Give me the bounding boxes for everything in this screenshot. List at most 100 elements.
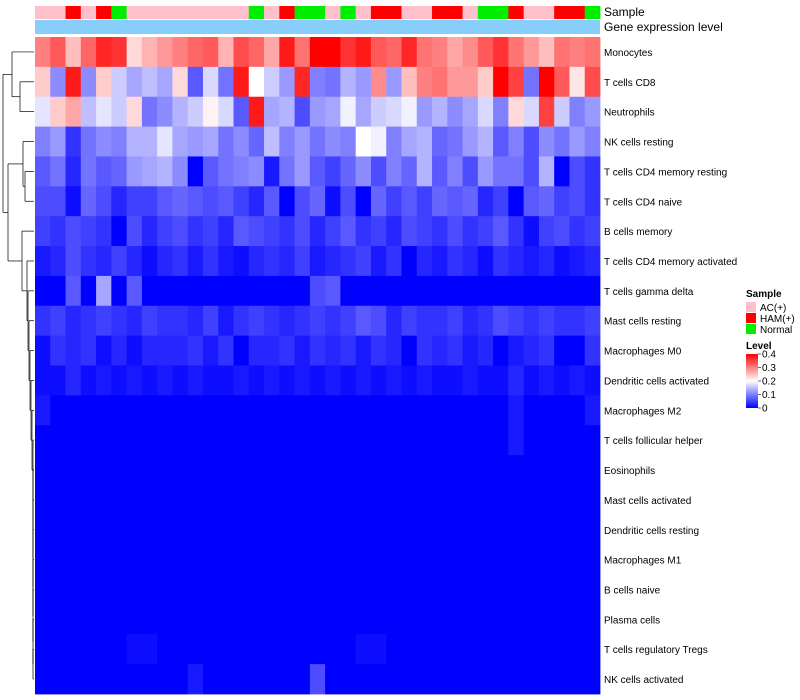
heatmap-cell xyxy=(233,275,250,307)
heatmap-cell xyxy=(432,664,448,695)
heatmap-cell xyxy=(386,664,402,695)
heatmap-cell xyxy=(96,37,112,68)
heatmap-cell xyxy=(172,514,189,546)
heatmap-cell xyxy=(279,455,295,486)
heatmap-cell xyxy=(172,216,189,247)
heatmap-cell xyxy=(141,216,158,247)
heatmap-cell xyxy=(233,634,250,665)
heatmap-cell xyxy=(96,455,112,486)
heatmap-cell xyxy=(172,275,189,307)
sample-annotation-cell xyxy=(416,6,433,19)
heatmap-cell xyxy=(447,66,463,98)
heatmap-cell xyxy=(584,335,601,366)
heatmap-cell xyxy=(126,37,143,68)
heatmap-cell xyxy=(493,126,509,157)
heatmap-cell xyxy=(370,455,387,486)
heatmap-cell xyxy=(325,514,341,546)
heatmap-cell xyxy=(416,425,433,456)
heatmap-cell xyxy=(401,246,418,277)
heatmap-cell xyxy=(233,574,250,605)
heatmap-cell xyxy=(554,96,570,127)
heatmap-cell xyxy=(355,484,372,516)
heatmap-cell xyxy=(50,156,66,187)
heatmap-cell xyxy=(50,305,66,337)
heatmap-cell xyxy=(126,96,143,127)
heatmap-cell xyxy=(50,544,66,575)
heatmap-cell xyxy=(447,544,463,575)
heatmap-cell xyxy=(50,246,66,277)
heatmap-cell xyxy=(538,156,555,187)
heatmap-cell xyxy=(157,246,173,277)
heatmap-cell xyxy=(462,604,479,635)
heatmap-cell xyxy=(569,216,586,247)
heatmap-cell xyxy=(508,186,525,217)
heatmap-cell xyxy=(111,634,128,665)
heatmap-cell xyxy=(462,484,479,516)
heatmap-cell xyxy=(309,664,326,695)
heatmap-cell xyxy=(386,455,402,486)
row-label: Dendritic cells activated xyxy=(604,376,709,387)
row-label: Mast cells resting xyxy=(604,317,681,328)
heatmap-cell xyxy=(218,246,234,277)
heatmap-cell xyxy=(264,664,280,695)
heatmap-cell xyxy=(416,156,433,187)
heatmap-cell xyxy=(294,604,311,635)
heatmap-cell xyxy=(157,365,173,396)
heatmap-cell xyxy=(248,544,265,575)
heatmap-cell xyxy=(141,335,158,366)
heatmap-cell xyxy=(584,395,601,426)
heatmap-cell xyxy=(264,216,280,247)
heatmap-cell xyxy=(355,634,372,665)
sample-annotation-cell xyxy=(340,6,357,19)
heatmap-cell xyxy=(584,96,601,127)
heatmap-cell xyxy=(111,514,128,546)
heatmap-cell xyxy=(462,455,479,486)
heatmap-cell xyxy=(386,604,402,635)
sample-annotation-cell xyxy=(355,6,372,19)
heatmap-cell xyxy=(218,395,234,426)
heatmap-cell xyxy=(554,514,570,546)
heatmap-cell xyxy=(355,156,372,187)
heatmap-cell xyxy=(264,634,280,665)
heatmap-cell xyxy=(355,275,372,307)
heatmap-cell xyxy=(309,275,326,307)
heatmap-cell xyxy=(65,216,82,247)
heatmap-cell xyxy=(233,514,250,546)
heatmap-cell xyxy=(111,455,128,486)
heatmap-cell xyxy=(584,156,601,187)
heatmap-cell xyxy=(187,425,204,456)
heatmap-cell xyxy=(508,246,525,277)
heatmap-cell xyxy=(248,574,265,605)
heatmap-cell xyxy=(35,275,51,307)
heatmap-cell xyxy=(447,37,463,68)
heatmap-cell xyxy=(279,365,295,396)
heatmap-cell xyxy=(370,484,387,516)
heatmap-cell xyxy=(279,604,295,635)
heatmap-cell xyxy=(386,37,402,68)
heatmap-cell xyxy=(309,484,326,516)
heatmap-cell xyxy=(401,126,418,157)
heatmap-cell xyxy=(584,186,601,217)
heatmap-cell xyxy=(523,96,540,127)
heatmap-cell xyxy=(111,156,128,187)
heatmap-cell xyxy=(187,37,204,68)
heatmap-cell xyxy=(477,544,494,575)
sample-annotation-cell xyxy=(386,6,402,19)
heatmap-cell xyxy=(554,186,570,217)
heatmap-cell xyxy=(80,365,97,396)
heatmap-cell xyxy=(355,246,372,277)
heatmap-cell xyxy=(80,514,97,546)
heatmap-cell xyxy=(172,664,189,695)
heatmap-cell xyxy=(477,156,494,187)
heatmap-cell xyxy=(447,484,463,516)
heatmap-cell xyxy=(508,66,525,98)
heatmap-cell xyxy=(233,305,250,337)
heatmap-cell xyxy=(96,275,112,307)
heatmap-cell xyxy=(248,156,265,187)
heatmap-cell xyxy=(554,37,570,68)
heatmap-cell xyxy=(355,186,372,217)
heatmap-cell xyxy=(35,544,51,575)
heatmap-cell xyxy=(309,365,326,396)
heatmap-cell xyxy=(477,335,494,366)
sample-annotation-cell xyxy=(111,6,128,19)
